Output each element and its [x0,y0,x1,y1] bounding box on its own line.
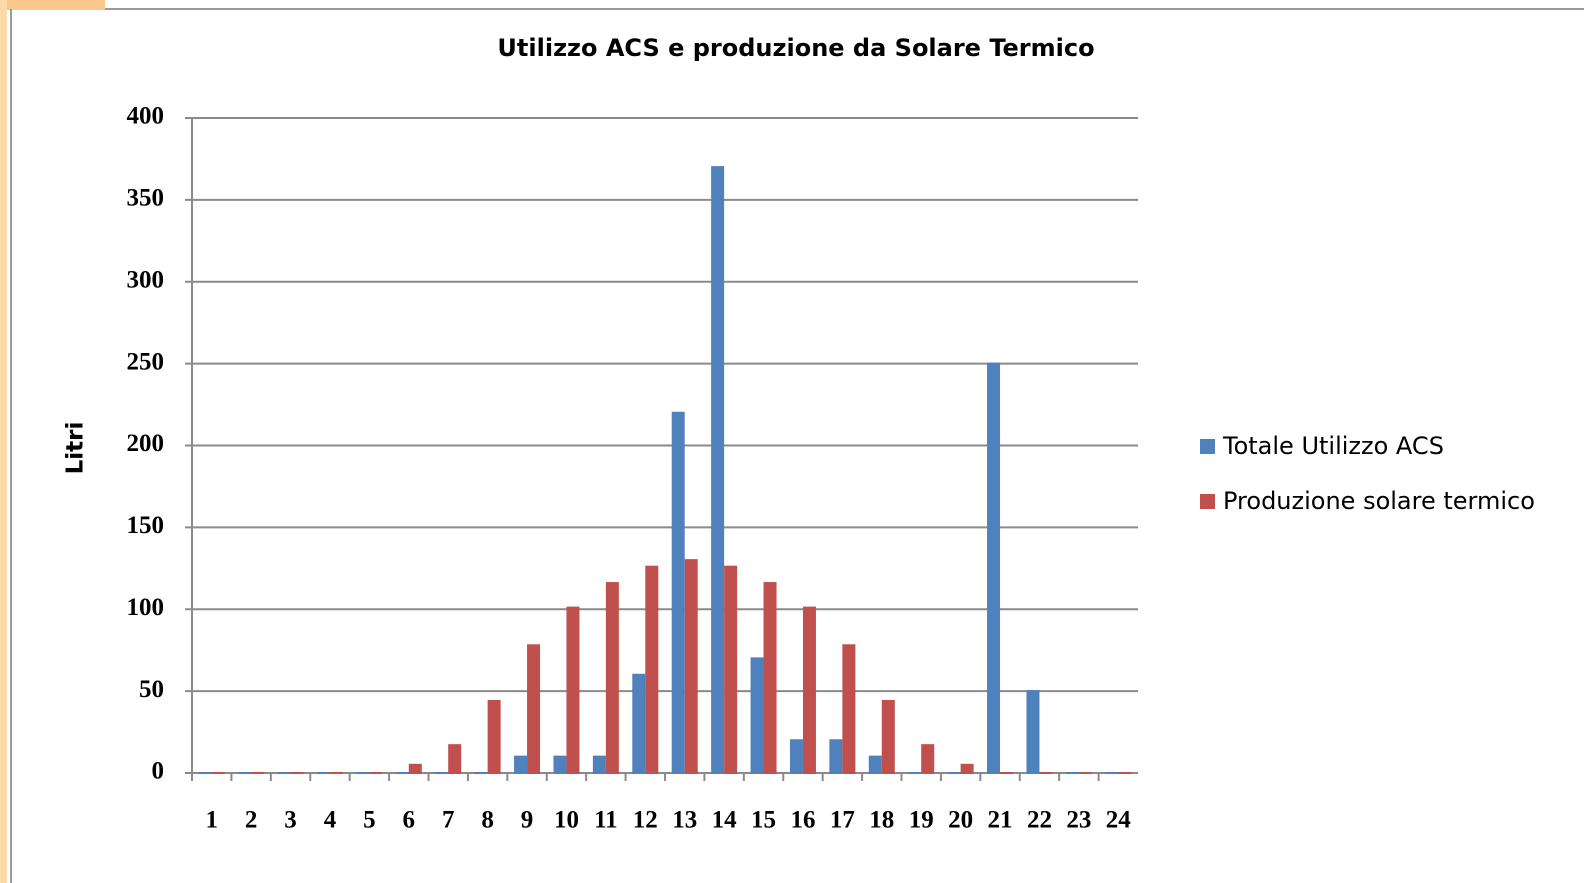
y-tick-label: 100 [127,594,165,621]
y-tick-label: 50 [139,676,164,703]
y-tick-label: 0 [152,758,165,785]
bar [566,606,580,774]
decor-edge [0,0,7,883]
bar [671,411,685,774]
x-tick-label: 6 [403,807,416,834]
bar [724,565,738,774]
x-tick-label: 16 [790,807,815,834]
bar [947,772,961,774]
x-tick-label: 9 [521,807,534,834]
x-tick-label: 10 [554,807,579,834]
bar [632,673,646,774]
bar [369,772,383,774]
bar [211,772,225,774]
x-tick-label: 21 [988,807,1013,834]
x-tick-label: 11 [594,807,618,834]
bar [960,763,974,774]
x-tick-label: 12 [633,807,658,834]
legend-label: Totale Utilizzo ACS [1222,432,1444,460]
chart-title: Utilizzo ACS e produzione da Solare Term… [497,34,1094,62]
x-tick-label: 13 [672,807,697,834]
bar [514,755,528,774]
bar [908,772,922,774]
x-tick-label: 15 [751,807,776,834]
y-tick-label: 400 [127,103,165,130]
bar [1039,772,1053,774]
bar [1118,772,1132,774]
bar [290,772,304,774]
y-axis-label: Litri [63,422,89,475]
x-tick-label: 7 [442,807,455,834]
x-tick-label: 17 [830,807,855,834]
y-tick-label: 250 [127,348,165,375]
bar [251,772,265,774]
legend-label: Produzione solare termico [1223,487,1535,515]
bar [711,166,725,774]
bar [789,739,803,774]
y-tick-label: 200 [127,430,165,457]
bar [316,772,330,774]
y-tick-label: 150 [127,512,165,539]
x-tick-label: 1 [205,807,218,834]
bar [842,644,856,774]
x-tick-label: 18 [869,807,894,834]
bar [238,772,252,774]
y-tick-label: 300 [127,266,165,293]
x-tick-label: 2 [245,807,258,834]
x-tick-label: 20 [948,807,973,834]
bar [474,772,488,774]
bar [763,582,777,774]
bar [592,755,606,774]
x-tick-label: 23 [1066,807,1091,834]
bar [553,755,567,774]
x-tick-label: 19 [909,807,934,834]
x-tick-label: 4 [324,807,337,834]
bar [1000,772,1014,774]
x-tick-label: 3 [284,807,297,834]
legend-swatch [1200,494,1215,509]
decor-strip [0,0,105,10]
bar [277,772,291,774]
bar [987,362,1001,774]
x-tick-label: 24 [1106,807,1132,834]
bar [356,772,370,774]
legend-swatch [1200,439,1215,454]
x-tick-label: 5 [363,807,376,834]
bar [868,755,882,774]
x-tick-label: 8 [481,807,494,834]
bar [198,772,212,774]
bar [408,763,422,774]
x-tick-label: 22 [1027,807,1052,834]
bar [329,772,343,774]
x-tick-label: 14 [712,807,738,834]
bar [829,739,843,774]
bar [645,565,659,774]
bar [605,582,619,774]
bar [1065,772,1079,774]
bar [1105,772,1119,774]
bar [487,699,501,774]
bar [1026,690,1040,774]
bar [395,772,409,774]
y-tick-label: 350 [127,185,165,212]
bar [527,644,541,774]
bar [448,744,462,774]
bar [750,657,764,774]
bar [921,744,935,774]
bar [1078,772,1092,774]
bar [435,772,449,774]
bar [802,606,816,774]
bar [881,699,895,774]
bar [684,559,698,774]
